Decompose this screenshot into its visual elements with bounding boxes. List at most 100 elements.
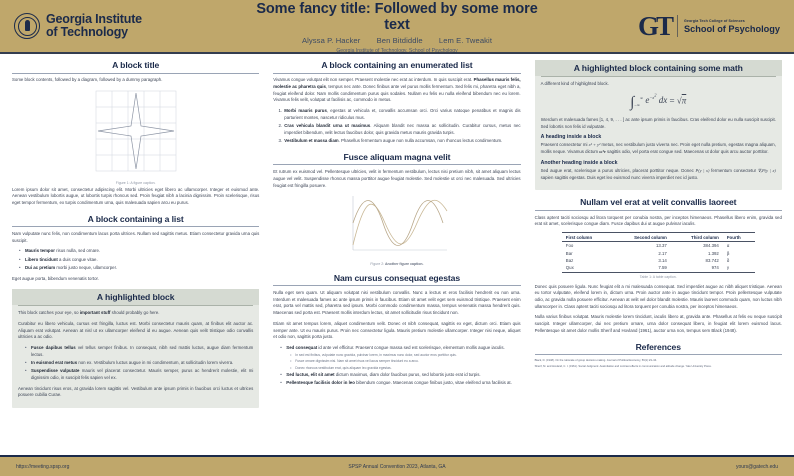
georgia-tech-logo-left: Georgia Institute of Technology xyxy=(14,13,243,39)
para-part-c: , tempus nec ante. Donec finibus ante ve… xyxy=(273,84,521,103)
block-paragraph: Curabitur eu libero vehicula, cursus est… xyxy=(18,320,254,340)
table-col-header-2: Second column xyxy=(611,232,671,243)
table-cell: Bar xyxy=(565,250,573,256)
list-item-text: mauris vel placerat consectetur. Mauris … xyxy=(31,368,254,380)
table-cell: 384.394 xyxy=(703,243,719,249)
table-body: Foo 13.37 384.394 α Bar 2.17 1.392 β Baz… xyxy=(561,242,755,273)
table-cell: Foo xyxy=(565,243,574,249)
para-emphasis: Phasellus mauris felis, molestie ac phar… xyxy=(273,77,521,90)
list-item: Pellentesque facilisis dolor in leo bibe… xyxy=(280,380,520,387)
bullet-list: Sed consequat id ante vel efficitur. Pra… xyxy=(273,345,520,387)
footer-url[interactable]: https://meeting.spsp.org xyxy=(16,463,70,470)
references-title: References xyxy=(635,341,681,352)
logo-left-line2: of Technology xyxy=(46,25,128,39)
sine-cosine-plot-icon xyxy=(353,196,448,251)
block-outro: Aenean tincidunt risus eros, at gravida … xyxy=(18,385,254,398)
subheading-1: A heading inside a block xyxy=(540,134,602,141)
footer-conference: SPSP Annual Convention 2023, Atlanta, GA xyxy=(348,463,446,470)
block-nullam-vel-erat: Nullam vel erat at velit convallis laore… xyxy=(534,197,782,334)
table-cell: 7.59 xyxy=(611,264,671,273)
column-1: A block title Some block contents, follo… xyxy=(5,60,266,455)
para-part-a: Vivamus congue volutpat elit non semper.… xyxy=(273,77,474,83)
list-item-text: , egestas at vehicula et, convallis accu… xyxy=(284,108,521,120)
figure-2-caption-label: Figure 2: xyxy=(370,261,385,266)
table-cell: Qux xyxy=(561,264,612,273)
sub-list: In sed est finibus, vulputate nunc gravi… xyxy=(286,353,520,371)
figure-2-caption: Figure 2: Another figure caption. xyxy=(273,262,520,266)
table-caption: Table 1: A table caption. xyxy=(535,275,782,279)
figure-1-caption: Figure 1: A figure caption. xyxy=(12,181,259,185)
list-item-lead: Vestibulum et massa diam xyxy=(284,138,339,144)
list-item: Sed consequat id ante vel efficitur. Pra… xyxy=(280,345,520,371)
block-paragraph: Interdum et malesuada fames [1, 4, 9, . … xyxy=(540,116,776,129)
georgia-tech-seal-icon xyxy=(14,13,40,39)
georgia-tech-wordmark: Georgia Institute of Technology xyxy=(46,13,142,39)
list-item-lead: Pellentesque facilisis dolor in leo xyxy=(286,380,355,386)
block-a-block-containing-a-list: A block containing a list Nam vulputate … xyxy=(12,214,260,283)
list-item-lead: Morbi mauris purus xyxy=(284,108,327,114)
table-col-header-3: Third column xyxy=(670,232,723,243)
bullet-list: Fusce dapibus tellus vel tellus semper f… xyxy=(18,345,253,382)
reference-item: Sherif, M. and Hovland, C. I. (1961). So… xyxy=(534,365,712,369)
block-paragraph: Nulla eget sem quam. Ut aliquam volutpat… xyxy=(273,290,521,316)
list-item-text: morbi justo neque, ullamcorper. xyxy=(55,264,117,270)
sub-list-item: In sed est finibus, vulputate nunc gravi… xyxy=(290,353,520,358)
block-highlighted-math: A highlighted block containing some math… xyxy=(534,60,782,191)
list-item-lead: Mauris tempor xyxy=(25,248,55,254)
author-0: Alyssa P. Hacker xyxy=(301,35,361,45)
gt-monogram-icon: GT xyxy=(638,11,674,41)
block-title: A block title xyxy=(112,60,160,70)
affiliation: Georgia Institute of Technology, School … xyxy=(336,47,458,54)
data-table: First column Second column Third column … xyxy=(561,232,755,273)
list-item-text: . Aliquam blandit nec massa ac sollicitu… xyxy=(284,123,521,135)
author-2: Lem E. Tweakit xyxy=(438,35,493,45)
list-item-text: . Phasellus fermentum augue non nulla ac… xyxy=(338,138,503,144)
block-rule xyxy=(12,226,260,227)
block-intro: Some block contents, followed by a diagr… xyxy=(12,77,163,83)
equals-sign: = xyxy=(669,94,677,105)
inline-math-4: ∇ₓP(y | x) xyxy=(757,167,776,173)
poster-body: A block title Some block contents, follo… xyxy=(0,54,794,455)
list-item-text: non ex. Vestibulum luctus augue in mi co… xyxy=(77,359,234,365)
block-rule xyxy=(534,354,782,355)
table-header-row: First column Second column Third column … xyxy=(561,232,755,243)
block-paragraph: Class aptent taciti sociosqu ad litora t… xyxy=(534,214,782,227)
list-item-lead: Sed luctus, elit sit amet xyxy=(286,372,335,378)
block-intro: A different kind of highlighted block. xyxy=(540,80,609,86)
poster-footer: https://meeting.spsp.org SPSP Annual Con… xyxy=(0,455,794,476)
block-paragraph: Et rutrum ex euismod vel. Pellentesque u… xyxy=(273,169,521,188)
integral-upper-limit: ∞ xyxy=(639,94,644,100)
block-paragraph-2: Etiam sit amet tempus lorem, aliquet con… xyxy=(273,320,521,340)
list-item-text: id ante vel efficitur. Praesent congue m… xyxy=(317,345,505,351)
figure-2: Figure 2: Another figure caption. xyxy=(273,193,520,266)
table-row: Bar 2.17 1.392 β xyxy=(562,249,755,256)
inline-math-2: ωᵀv xyxy=(599,149,606,155)
table-row: Qux 7.59 974 γ xyxy=(561,264,755,273)
table-cell: 2.17 xyxy=(658,250,667,256)
block-rule xyxy=(540,76,776,77)
para-part-c: sapien sagittis egestas. Duis eget leo e… xyxy=(540,174,699,180)
block-outro: Eget augue porta, bibendum venenatis tor… xyxy=(12,275,99,281)
highlight-lead: This block catches your eye, so importan… xyxy=(18,310,253,317)
block-rule xyxy=(18,305,254,307)
table-cell: α xyxy=(726,243,730,249)
block-intro: Nam vulputate nunc felis, non condimentu… xyxy=(12,230,260,243)
para-part-b: fermentum consectetur xyxy=(709,167,758,173)
figure-1-caption-text: A figure caption. xyxy=(129,180,156,185)
integral-lower-limit: −∞ xyxy=(634,101,640,107)
footer-email[interactable]: yours@gatech.edu xyxy=(735,463,778,470)
table-cell: β xyxy=(726,250,730,256)
table-head: First column Second column Third column … xyxy=(561,232,755,243)
table-cell: 1.392 xyxy=(707,250,719,256)
logo-divider xyxy=(677,15,679,37)
list-item-lead: Fusce dapibus tellus xyxy=(31,344,76,350)
column-3: A highlighted block containing some math… xyxy=(528,60,789,455)
block-title: A highlighted block containing some math xyxy=(534,60,782,76)
list-item-lead: Sed consequat xyxy=(286,345,318,351)
list-item-text: vel tellus semper finibus. In consequat,… xyxy=(31,344,254,357)
block-rule xyxy=(273,72,521,74)
block-title: Fusce aliquam magna velit xyxy=(343,151,451,162)
list-item-text: a duis congue vitae. xyxy=(57,256,98,262)
georgia-tech-logo-right: GT Georgia Tech College of Sciences Scho… xyxy=(551,11,780,41)
table-cell: 13.37 xyxy=(655,243,667,249)
